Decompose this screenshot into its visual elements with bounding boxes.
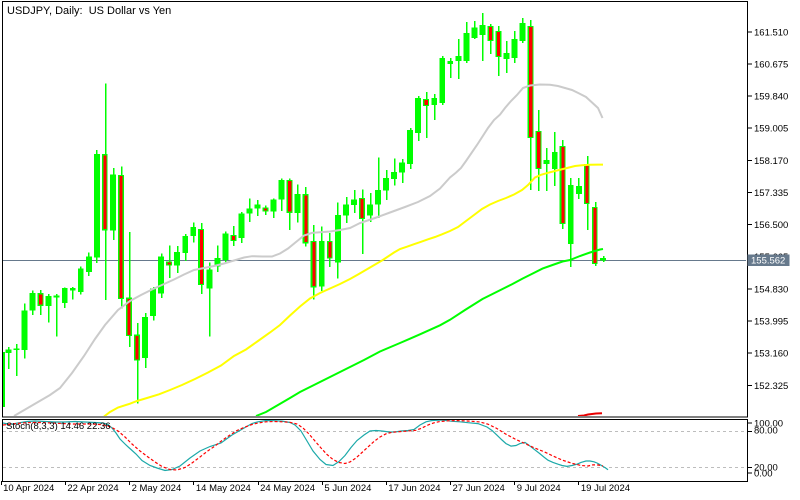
svg-text:5 Jun 2024: 5 Jun 2024 <box>324 483 371 494</box>
svg-text:22 Apr 2024: 22 Apr 2024 <box>67 483 118 494</box>
svg-text:155.562: 155.562 <box>751 256 785 267</box>
svg-text:160.675: 160.675 <box>754 59 788 70</box>
svg-text:19 Jul 2024: 19 Jul 2024 <box>581 483 630 494</box>
svg-text:156.500: 156.500 <box>754 220 788 231</box>
svg-text:USDJPY, Daily: US Dollar vs Y: USDJPY, Daily: US Dollar vs Yen <box>7 5 171 17</box>
svg-text:24 May 2024: 24 May 2024 <box>260 483 315 494</box>
svg-text:159.005: 159.005 <box>754 124 788 135</box>
svg-text:100.00: 100.00 <box>754 418 783 429</box>
svg-text:157.335: 157.335 <box>754 188 788 199</box>
svg-text:161.510: 161.510 <box>754 27 788 38</box>
svg-text:Stoch(8,3,3) 14.46 22.36: Stoch(8,3,3) 14.46 22.36 <box>6 421 111 432</box>
svg-text:27 Jun 2024: 27 Jun 2024 <box>453 483 505 494</box>
svg-text:17 Jun 2024: 17 Jun 2024 <box>388 483 440 494</box>
svg-text:153.160: 153.160 <box>754 349 788 360</box>
svg-text:153.995: 153.995 <box>754 317 788 328</box>
svg-text:154.830: 154.830 <box>754 284 788 295</box>
svg-text:152.325: 152.325 <box>754 381 788 392</box>
svg-text:80.00: 80.00 <box>754 426 778 437</box>
svg-text:9 Jul 2024: 9 Jul 2024 <box>517 483 561 494</box>
svg-text:159.840: 159.840 <box>754 92 788 103</box>
svg-text:14 May 2024: 14 May 2024 <box>196 483 251 494</box>
svg-text:2 May 2024: 2 May 2024 <box>132 483 182 494</box>
svg-text:10 Apr 2024: 10 Apr 2024 <box>3 483 54 494</box>
svg-text:0.00: 0.00 <box>754 469 773 480</box>
svg-text:158.170: 158.170 <box>754 156 788 167</box>
svg-text:20.00: 20.00 <box>754 462 778 473</box>
